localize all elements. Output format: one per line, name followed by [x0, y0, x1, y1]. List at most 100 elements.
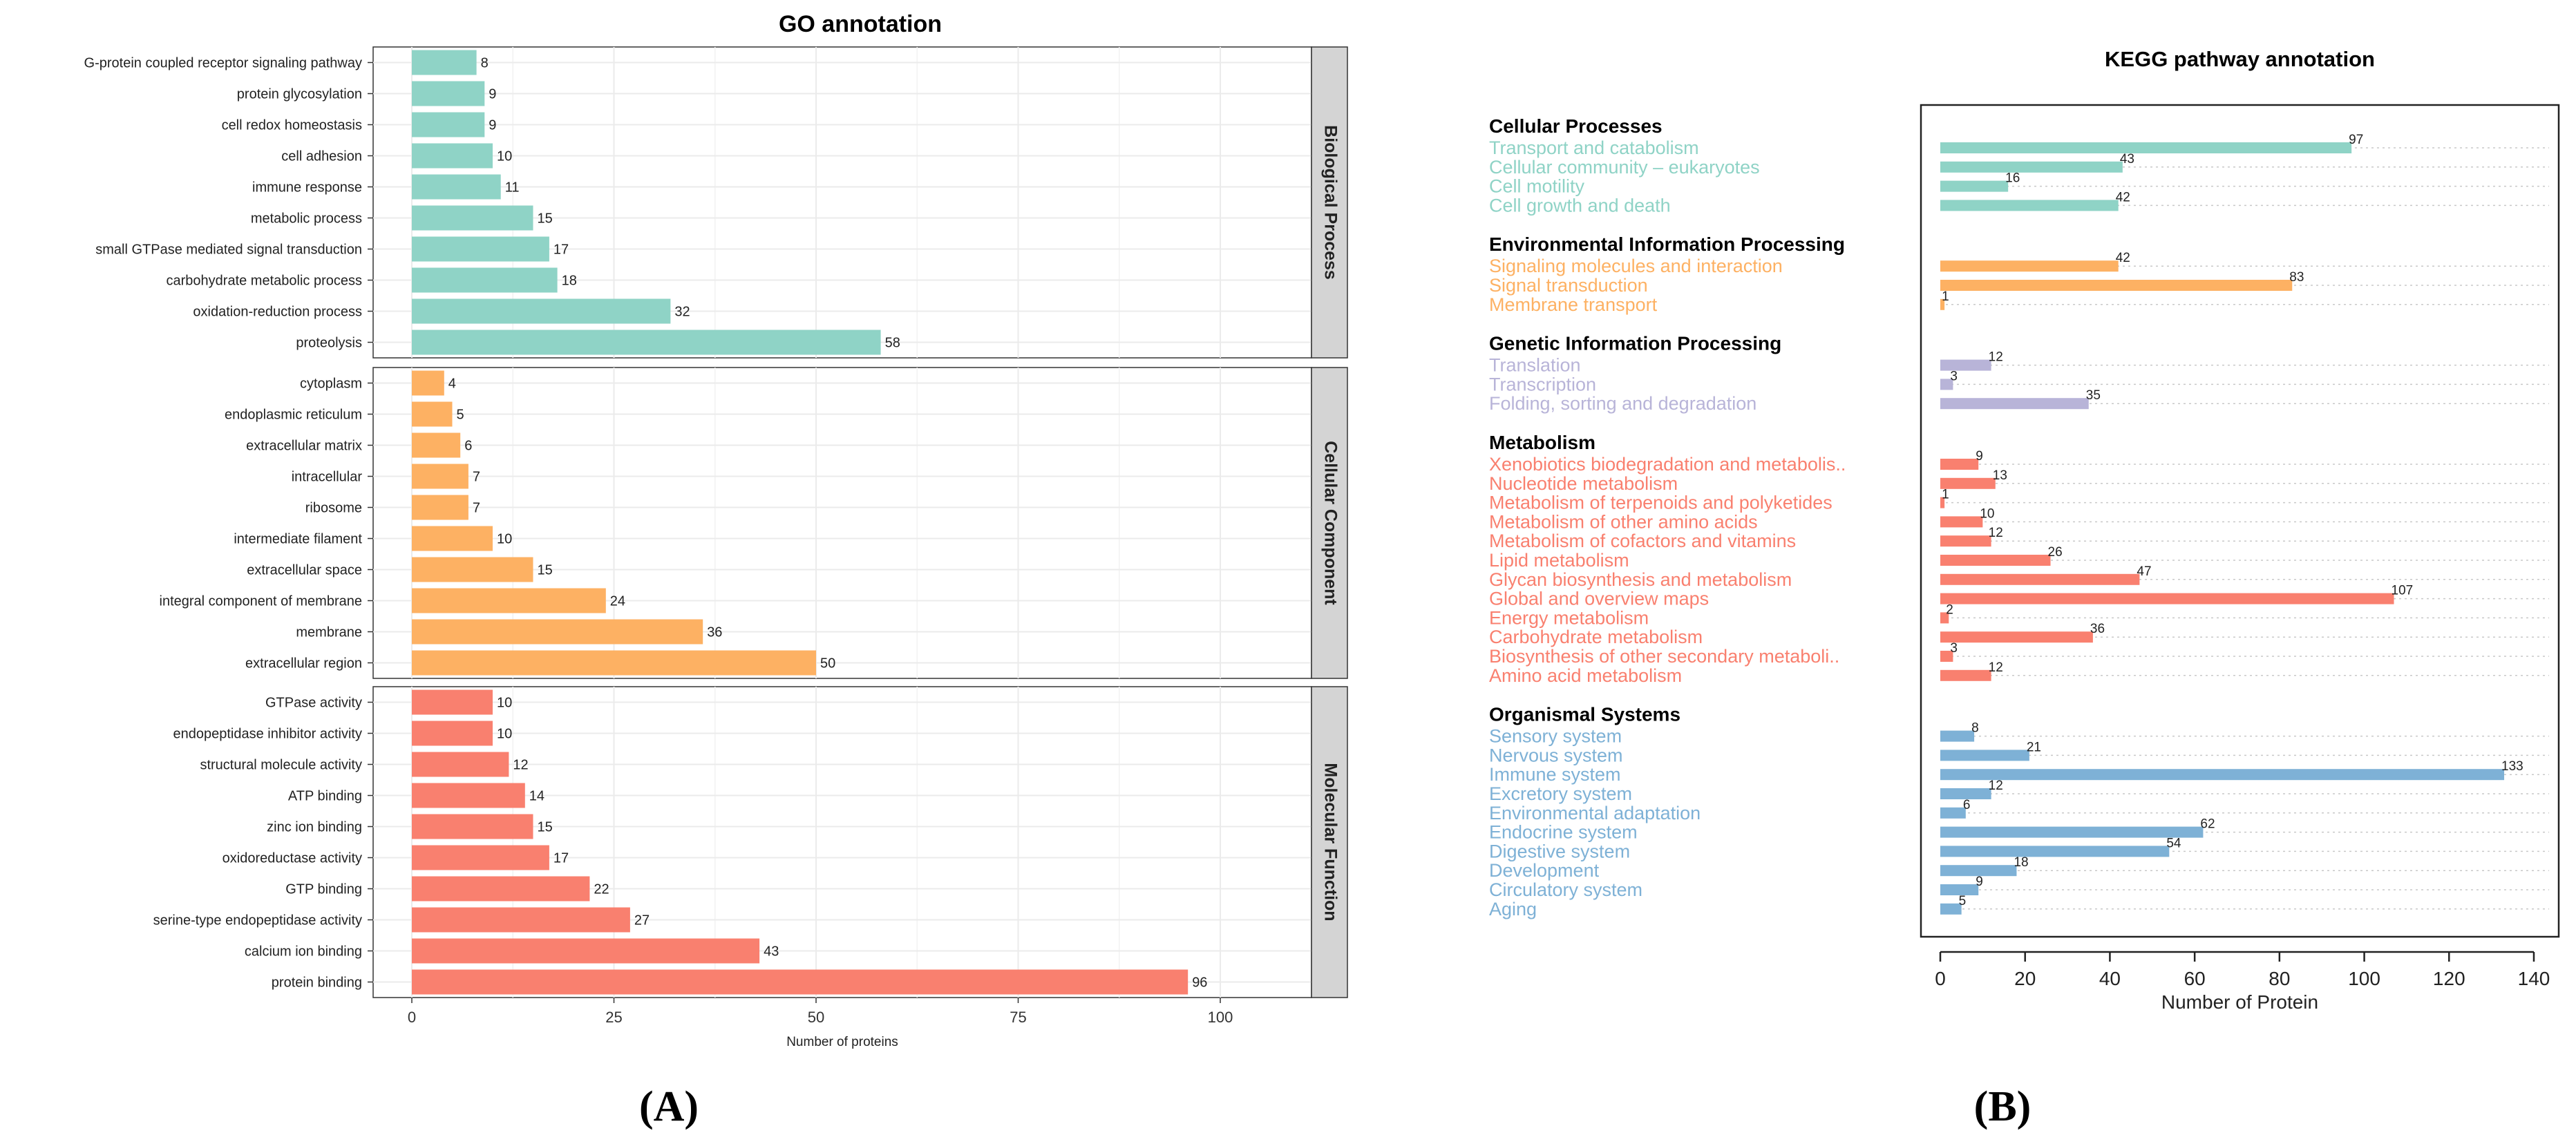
- kegg-bar-amino-acid-metabolism: [1940, 669, 1991, 681]
- go-category-label-oxidation-reduction-process: oxidation-reduction process: [193, 305, 362, 320]
- go-value-label-cell-redox-homeostasis: 9: [489, 118, 496, 133]
- kegg-bar-nucleotide-metabolism: [1940, 477, 1996, 489]
- go-category-label-structural-molecule-activity: structural molecule activity: [200, 758, 362, 773]
- go-bar-oxidoreductase-activity: [412, 845, 549, 870]
- kegg-pathway-chart: KEGG pathway annotation Cellular Processe…: [1489, 47, 2560, 1013]
- go-chart-title: GO annotation: [779, 11, 942, 37]
- kegg-bar-biosynthesis-of-other-secondary-metaboli: [1940, 651, 1953, 662]
- go-x-tick-label: 50: [808, 1009, 824, 1026]
- kegg-bar-metabolism-of-cofactors-and-vitamins: [1940, 535, 1991, 547]
- go-value-label-zinc-ion-binding: 15: [538, 820, 553, 835]
- kegg-x-tick-label: 60: [2184, 968, 2206, 989]
- kegg-group-genetic-information-processing: Genetic Information Processing 12 Translat…: [1489, 333, 2549, 414]
- go-category-label-cell-adhesion: cell adhesion: [281, 149, 362, 164]
- go-bar-metabolic-process: [412, 205, 533, 231]
- go-category-label-membrane: membrane: [296, 625, 362, 640]
- kegg-group-environmental-information-processing: Environmental Information Processing 42 Si…: [1489, 233, 2549, 315]
- go-bar-protein-binding: [412, 969, 1188, 995]
- kegg-value-label-carbohydrate-metabolism: 36: [2090, 622, 2105, 636]
- go-x-tick-label: 75: [1010, 1009, 1026, 1026]
- go-bar-integral-component-of-membrane: [412, 588, 606, 613]
- kegg-bar-signal-transduction: [1940, 280, 2293, 291]
- kegg-value-label-nucleotide-metabolism: 13: [1993, 468, 2007, 483]
- kegg-category-label-cellular-community-eukaryotes: Cellular community – eukaryotes: [1489, 157, 1760, 178]
- kegg-bar-sensory-system: [1940, 730, 1975, 742]
- go-category-label-zinc-ion-binding: zinc ion binding: [267, 820, 362, 835]
- kegg-group-header-environmental-information-processing: Environmental Information Processing: [1489, 233, 1845, 255]
- kegg-value-label-biosynthesis-of-other-secondary-metaboli: 3: [1950, 641, 1958, 656]
- kegg-value-label-circulatory-system: 9: [1976, 875, 1983, 889]
- kegg-bar-aging: [1940, 903, 1962, 915]
- go-facet-biological-process: 8 G-protein coupled receptor signaling pa…: [84, 46, 1348, 359]
- go-value-label-extracellular-matrix: 6: [464, 439, 472, 454]
- go-value-label-small-gtpase-mediated-signal-transduction: 17: [553, 242, 569, 258]
- kegg-value-label-signal-transduction: 83: [2289, 270, 2304, 285]
- kegg-value-label-endocrine-system: 62: [2200, 817, 2215, 832]
- kegg-value-label-cellular-community-eukaryotes: 43: [2120, 152, 2134, 166]
- kegg-value-label-sensory-system: 8: [1971, 721, 1979, 736]
- go-annotation-chart: GO annotation 8 G-protein coupled receptor…: [84, 11, 1348, 1049]
- kegg-value-label-aging: 5: [1959, 894, 1967, 908]
- go-category-label-gtp-binding: GTP binding: [285, 882, 362, 897]
- kegg-category-label-development: Development: [1489, 860, 1600, 881]
- go-bar-atp-binding: [412, 783, 525, 808]
- go-category-label-extracellular-space: extracellular space: [247, 563, 362, 578]
- kegg-bar-global-and-overview-maps: [1940, 593, 2394, 604]
- go-bar-extracellular-matrix: [412, 432, 461, 458]
- go-bar-endopeptidase-inhibitor-activity: [412, 721, 493, 746]
- kegg-value-label-amino-acid-metabolism: 12: [1989, 660, 2003, 675]
- go-x-tick-label: 100: [1208, 1009, 1233, 1026]
- kegg-category-label-amino-acid-metabolism: Amino acid metabolism: [1489, 665, 1682, 686]
- go-category-label-protein-binding: protein binding: [272, 975, 362, 991]
- kegg-x-tick-label: 40: [2099, 968, 2121, 989]
- kegg-category-label-cell-motility: Cell motility: [1489, 176, 1585, 197]
- go-bar-gtpase-activity: [412, 689, 493, 715]
- kegg-category-label-environmental-adaptation: Environmental adaptation: [1489, 803, 1701, 823]
- go-category-label-endopeptidase-inhibitor-activity: endopeptidase inhibitor activity: [173, 727, 362, 742]
- go-bar-g-protein-coupled-receptor-signaling-pathway: [412, 50, 477, 75]
- go-bar-cytoplasm: [412, 370, 444, 396]
- kegg-bar-endocrine-system: [1940, 826, 2204, 838]
- kegg-category-label-sensory-system: Sensory system: [1489, 726, 1622, 747]
- go-category-label-cell-redox-homeostasis: cell redox homeostasis: [222, 118, 362, 133]
- go-bar-cell-adhesion: [412, 143, 493, 169]
- go-category-label-endoplasmic-reticulum: endoplasmic reticulum: [225, 408, 362, 423]
- go-bar-carbohydrate-metabolic-process: [412, 267, 558, 293]
- go-bar-cell-redox-homeostasis: [412, 112, 485, 137]
- kegg-bar-cell-growth-and-death: [1940, 200, 2119, 211]
- kegg-category-label-signal-transduction: Signal transduction: [1489, 275, 1648, 296]
- kegg-bar-xenobiotics-biodegradation-and-metabolis: [1940, 459, 1979, 470]
- go-value-label-gtpase-activity: 10: [497, 696, 512, 711]
- go-facet-strip: [1311, 367, 1348, 679]
- go-bar-protein-glycosylation: [412, 81, 485, 106]
- go-facet-cellular-component: 4 cytoplasm 5 endoplasmic reticulum 6 extrace…: [160, 367, 1348, 679]
- kegg-value-label-development: 18: [2014, 855, 2028, 870]
- kegg-chart-title: KEGG pathway annotation: [2105, 47, 2375, 71]
- go-bar-serine-type-endopeptidase-activity: [412, 907, 630, 933]
- go-value-label-carbohydrate-metabolic-process: 18: [562, 274, 577, 289]
- go-category-label-calcium-ion-binding: calcium ion binding: [245, 944, 362, 960]
- kegg-group-header-cellular-processes: Cellular Processes: [1489, 115, 1663, 137]
- kegg-category-label-energy-metabolism: Energy metabolism: [1489, 607, 1649, 628]
- panel-a-label: (A): [639, 1083, 699, 1130]
- go-value-label-immune-response: 11: [505, 180, 520, 196]
- kegg-plot-frame: [1920, 104, 2560, 938]
- go-category-label-carbohydrate-metabolic-process: carbohydrate metabolic process: [167, 274, 362, 289]
- kegg-value-label-translation: 12: [1989, 350, 2003, 365]
- kegg-x-tick-label: 80: [2269, 968, 2290, 989]
- kegg-value-label-xenobiotics-biodegradation-and-metabolis: 9: [1976, 449, 1983, 464]
- go-x-axis-label: Number of proteins: [786, 1035, 898, 1049]
- kegg-value-label-excretory-system: 12: [1989, 779, 2003, 793]
- go-facet-molecular-function: 10 GTPase activity 10 endopeptidase inhibit…: [153, 686, 1348, 998]
- kegg-category-label-glycan-biosynthesis-and-metabolism: Glycan biosynthesis and metabolism: [1489, 569, 1792, 590]
- go-value-label-extracellular-space: 15: [538, 563, 553, 578]
- kegg-group-cellular-processes: Cellular Processes 97 Transport and catabo…: [1489, 115, 2549, 216]
- kegg-category-label-transport-and-catabolism: Transport and catabolism: [1489, 137, 1699, 158]
- kegg-value-label-cell-growth-and-death: 42: [2116, 190, 2130, 204]
- go-category-label-proteolysis: proteolysis: [296, 336, 362, 351]
- kegg-category-label-global-and-overview-maps: Global and overview maps: [1489, 589, 1709, 609]
- go-value-label-endopeptidase-inhibitor-activity: 10: [497, 727, 512, 742]
- go-category-label-cytoplasm: cytoplasm: [300, 376, 362, 392]
- kegg-bar-environmental-adaptation: [1940, 807, 1966, 819]
- kegg-category-label-transcription: Transcription: [1489, 374, 1596, 394]
